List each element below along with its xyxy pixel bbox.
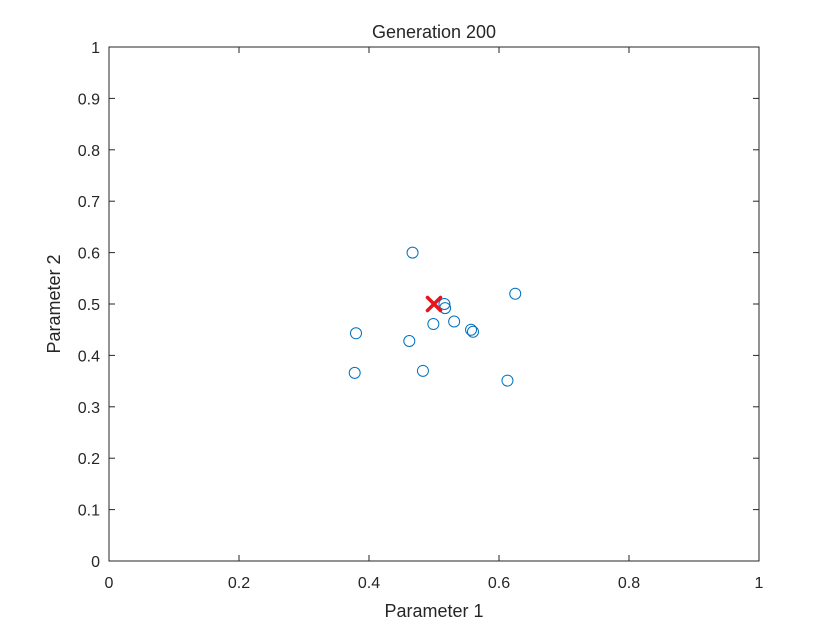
y-tick-label: 0.3 (78, 400, 100, 417)
y-tick-label: 0.2 (78, 451, 100, 468)
x-tick-label: 1 (755, 575, 764, 592)
y-axis-ticks: 0 0.1 0.2 0.3 0.4 0.5 0.6 0.7 0.8 0.9 1 (78, 40, 759, 571)
data-point-circle (465, 323, 478, 336)
x-tick-label: 0.6 (488, 575, 510, 592)
data-point-circle (406, 246, 419, 259)
data-point-circle (348, 366, 361, 379)
y-tick-label: 0.5 (78, 297, 100, 314)
data-point-circle (403, 335, 416, 348)
y-tick-label: 0.4 (78, 348, 100, 365)
y-tick-label: 0.6 (78, 246, 100, 263)
y-axis-label: Parameter 2 (44, 254, 64, 353)
data-point-circle (350, 327, 362, 340)
data-point-circle (427, 318, 440, 331)
data-point-circle (467, 325, 479, 338)
x-tick-label: 0.2 (228, 575, 250, 592)
data-point-circle (501, 374, 514, 387)
y-tick-label: 1 (91, 40, 100, 57)
y-tick-label: 0.7 (78, 194, 100, 211)
x-tick-label: 0 (105, 575, 114, 592)
chart-title: Generation 200 (372, 22, 496, 42)
x-axis-ticks: 0 0.2 0.4 0.6 0.8 1 (105, 47, 764, 592)
y-tick-label: 0 (91, 554, 100, 571)
target-x-marker (425, 295, 443, 313)
y-tick-label: 0.1 (78, 503, 100, 520)
data-point-circle (416, 364, 429, 377)
data-point-circle (448, 315, 461, 328)
x-axis-label: Parameter 1 (384, 601, 483, 621)
y-tick-label: 0.9 (78, 91, 100, 108)
data-point-circle (509, 287, 522, 300)
data-markers (348, 246, 522, 387)
x-tick-label: 0.8 (618, 575, 640, 592)
x-tick-label: 0.4 (358, 575, 380, 592)
y-tick-label: 0.8 (78, 143, 100, 160)
data-point-circle (438, 298, 451, 310)
